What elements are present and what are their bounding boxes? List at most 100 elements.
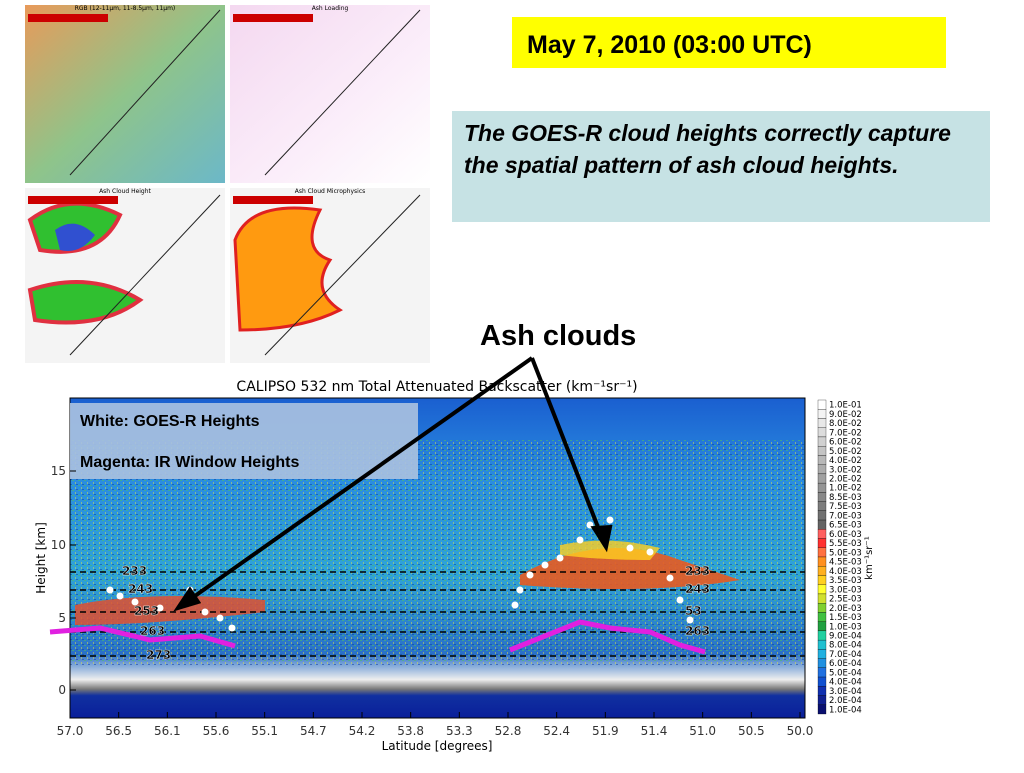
track-line xyxy=(264,9,421,176)
colorbar-label: 4.0E-02 xyxy=(829,456,862,466)
colorbar-label: 1.0E-04 xyxy=(829,705,862,715)
colorbar-label: 4.5E-03 xyxy=(829,558,862,568)
x-tick-label: 51.9 xyxy=(592,724,619,738)
colorbar-label: 7.5E-03 xyxy=(829,502,862,512)
colorbar-cell xyxy=(817,556,827,567)
colorbar-cell xyxy=(817,510,827,521)
panel-label-box xyxy=(233,196,313,204)
ir-height-line xyxy=(509,619,706,655)
x-tick-label: 52.4 xyxy=(543,724,570,738)
contour-label: 243 xyxy=(685,582,710,596)
colorbar-label: 8.0E-04 xyxy=(829,641,862,651)
panel-label-box xyxy=(233,14,313,22)
x-tick-label: 55.6 xyxy=(203,724,230,738)
y-tick-label: 15 xyxy=(51,464,66,478)
colorbar-cell xyxy=(817,584,827,595)
colorbar-cell xyxy=(817,630,827,641)
colorbar-label: 3.0E-02 xyxy=(829,465,862,475)
colorbar-label: 1.0E-02 xyxy=(829,484,862,494)
goes-height-dot xyxy=(228,624,236,632)
x-tick-label: 51.4 xyxy=(641,724,668,738)
contour-label: 233 xyxy=(122,564,147,578)
colorbar-label: 8.0E-02 xyxy=(829,419,862,429)
contour-label: 253 xyxy=(134,604,159,618)
colorbar-label: 3.0E-04 xyxy=(829,687,862,697)
slide-title: May 7, 2010 (03:00 UTC) xyxy=(527,31,812,59)
goes-height-dot xyxy=(646,548,654,556)
colorbar-cell xyxy=(817,501,827,511)
arrowhead xyxy=(173,586,202,612)
arrows xyxy=(173,356,613,612)
ash-layer xyxy=(75,596,265,625)
colorbar-cell xyxy=(817,446,827,456)
x-tick-label: 54.2 xyxy=(349,724,376,738)
colorbar-label: 1.0E-03 xyxy=(829,622,862,632)
x-tick-label: 53.8 xyxy=(397,724,424,738)
colorbar-label: 9.0E-04 xyxy=(829,632,862,642)
goes-height-dot xyxy=(516,586,524,594)
track-line xyxy=(264,194,421,356)
colorbar-label: 6.0E-03 xyxy=(829,530,862,540)
colorbar-label: 9.0E-02 xyxy=(829,410,862,420)
arrow xyxy=(183,356,534,605)
panel-title: Ash Cloud Height xyxy=(99,188,151,195)
panel-title: Ash Cloud Microphysics xyxy=(295,188,366,195)
annotation: Ash clouds xyxy=(480,320,636,352)
legend-box xyxy=(70,403,418,479)
callout-text: The GOES-R cloud heights correctly captu… xyxy=(464,120,951,179)
y-tick-label: 0 xyxy=(58,683,66,697)
colorbar-label: 2.0E-02 xyxy=(829,475,862,485)
goes-height-dot xyxy=(116,592,124,600)
y-axis-label: Height [km] xyxy=(34,522,48,593)
colorbar-label: 7.0E-04 xyxy=(829,650,862,660)
colorbar-cell xyxy=(817,538,827,548)
colorbar-label: 5.0E-04 xyxy=(829,668,862,678)
colorbar-cell xyxy=(817,473,827,484)
calipso-plot: White: GOES-R Heights Magenta: IR Window… xyxy=(34,379,875,753)
contour-label: 263 xyxy=(140,624,165,638)
x-axis-label: Latitude [degrees] xyxy=(382,739,493,753)
colorbar-cell xyxy=(817,704,827,715)
goes-height-dot xyxy=(576,536,584,544)
x-tick-label: 52.8 xyxy=(495,724,522,738)
goes-height-dot xyxy=(606,516,614,524)
x-tick-label: 50.5 xyxy=(738,724,765,738)
colorbar-cell xyxy=(817,529,827,539)
colorbar-label: 2.5E-03 xyxy=(829,595,862,605)
colorbar-cell xyxy=(817,612,827,622)
title-box xyxy=(512,17,946,68)
colorbar-cell xyxy=(817,686,827,696)
thumbnail-panels: RGB (12-11µm, 11-8.5µm, 11µm) Ash Loadin… xyxy=(25,5,430,363)
panel-label-box xyxy=(28,14,108,22)
goes-height-dot xyxy=(556,554,564,562)
arrowhead xyxy=(590,524,613,553)
colorbar-cell xyxy=(817,464,827,475)
contour-label: 243 xyxy=(128,582,153,596)
contour-label: 263 xyxy=(685,624,710,638)
x-tick-label: 53.3 xyxy=(446,724,473,738)
panel-title: RGB (12-11µm, 11-8.5µm, 11µm) xyxy=(75,5,176,12)
contour-label: 53 xyxy=(685,604,702,618)
goes-height-dot xyxy=(131,598,139,606)
contour-label: 233 xyxy=(685,564,710,578)
colorbar-label: 6.5E-03 xyxy=(829,521,862,531)
colorbar-label: 5.5E-03 xyxy=(829,539,862,549)
colorbar-cell xyxy=(817,658,827,668)
colorbar-cell xyxy=(817,427,827,438)
goes-height-dot xyxy=(216,614,224,622)
colorbar-cell xyxy=(817,418,827,428)
arrow xyxy=(530,357,605,541)
colorbar-cell xyxy=(817,621,827,632)
colorbar-label: 4.0E-03 xyxy=(829,567,862,577)
colorbar-label: 2.0E-04 xyxy=(829,696,862,706)
colorbar-cell xyxy=(817,639,827,650)
colorbar-unit: km⁻¹sr⁻¹ xyxy=(864,536,875,579)
colorbar-cell xyxy=(817,575,827,585)
colorbar-cell xyxy=(817,399,827,410)
panel-shape xyxy=(55,223,95,251)
colorbar-label: 1.5E-03 xyxy=(829,613,862,623)
y-tick-label: 5 xyxy=(58,611,66,625)
colorbar-label: 3.0E-03 xyxy=(829,585,862,595)
colorbar-cell xyxy=(817,649,827,659)
legend-text: Magenta: IR Window Heights xyxy=(80,454,300,471)
